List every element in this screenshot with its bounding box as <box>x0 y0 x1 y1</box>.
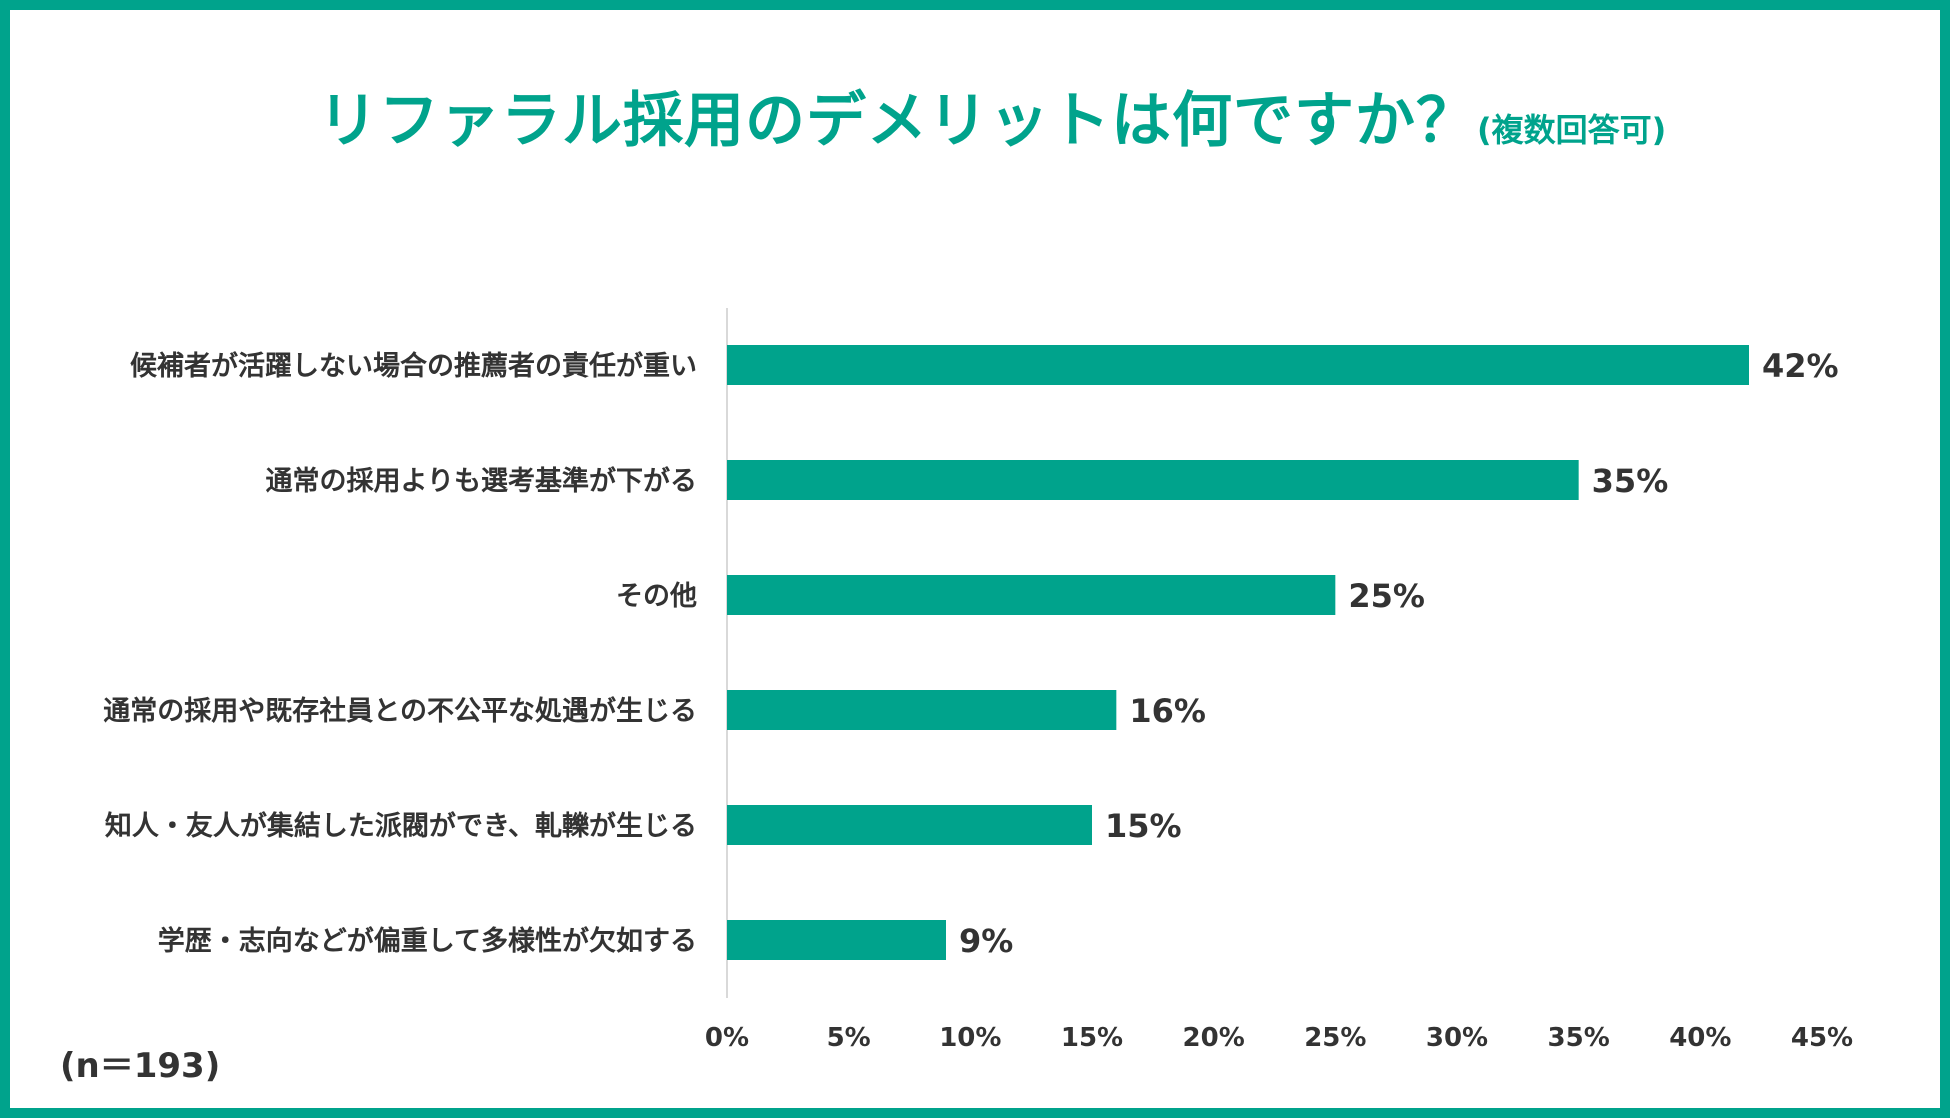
data-label: 25% <box>1348 577 1425 615</box>
x-tick-label: 20% <box>1183 1023 1245 1053</box>
x-tick-label: 0% <box>705 1023 749 1053</box>
chart-subtitle: (複数回答可) <box>1477 111 1667 149</box>
x-tick-label: 45% <box>1791 1023 1853 1053</box>
category-label: 知人・友人が集結した派閥ができ、軋轢が生じる <box>105 810 697 842</box>
bar <box>727 920 946 960</box>
bar <box>727 345 1749 385</box>
data-label: 16% <box>1129 692 1206 730</box>
category-label: 通常の採用や既存社員との不公平な処遇が生じる <box>103 695 697 727</box>
category-label: その他 <box>616 581 697 612</box>
bar <box>727 805 1092 845</box>
chart-title-main: リファラル採用のデメリットは何ですか？ <box>318 86 1477 156</box>
x-tick-label: 40% <box>1669 1023 1731 1053</box>
chart-title: リファラル採用のデメリットは何ですか？(複数回答可) <box>318 72 1666 159</box>
category-label: 学歴・志向などが偏重して多様性が欠如する <box>158 925 697 957</box>
category-label: 通常の採用よりも選考基準が下がる <box>266 465 697 497</box>
sample-size-note: (n＝193) <box>60 1046 221 1086</box>
x-tick-label: 30% <box>1426 1023 1488 1053</box>
x-tick-label: 10% <box>939 1023 1001 1053</box>
data-label: 15% <box>1105 807 1182 845</box>
category-label: 候補者が活躍しない場合の推薦者の責任が重い <box>130 350 697 382</box>
x-tick-label: 25% <box>1304 1023 1366 1053</box>
bar <box>727 575 1336 615</box>
bar <box>727 460 1579 500</box>
data-label: 42% <box>1762 347 1839 385</box>
x-tick-label: 5% <box>827 1023 871 1053</box>
x-tick-label: 15% <box>1061 1023 1123 1053</box>
data-label: 9% <box>959 922 1013 960</box>
data-label: 35% <box>1592 462 1669 500</box>
bar <box>727 690 1117 730</box>
x-tick-label: 35% <box>1548 1023 1610 1053</box>
